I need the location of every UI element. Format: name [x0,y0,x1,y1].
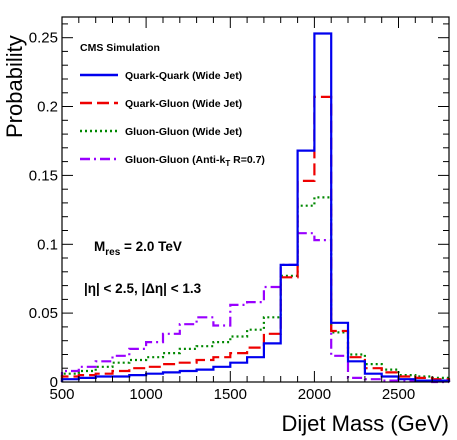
mres-rest: = 2.0 TeV [120,239,182,254]
legend-label-antikt-sub: T [225,159,230,168]
x-tick-label: 1000 [129,386,162,403]
y-tick-label: 0 [50,374,58,391]
series-gluon-gluon [60,196,451,382]
mres-annotation: Mres = 2.0 TeV [94,239,182,258]
series-quark-quark [60,32,451,382]
x-tick-label: 1500 [214,386,247,403]
legend-label-quark-gluon: Quark-Gluon (Wide Jet) [125,98,242,110]
legend-label-antikt-main: Gluon-Gluon (Anti-k [125,154,225,166]
x-tick-label: 500 [49,386,74,403]
y-tick-label: 0.05 [29,305,58,322]
cms-simulation-label: CMS Simulation [80,42,160,54]
legend: Quark-Quark (Wide Jet) Quark-Gluon (Wide… [80,70,265,168]
series-quark-gluon [60,95,451,382]
plot-frame [61,16,450,383]
x-tick-label: 2500 [382,386,415,403]
y-tick-label: 0.1 [37,236,58,253]
y-axis-title: Probability [2,35,27,138]
y-tick-label: 0.25 [29,30,58,47]
y-tick-label: 0.2 [37,99,58,116]
legend-label-gluon-gluon-antikt: Gluon-Gluon (Anti-kT R=0.7) [125,154,265,168]
tick-layer: 500 1000 1500 2000 2500 0 0.05 0.1 0.15 0.2 0.25 [29,17,450,403]
x-axis-title: Dijet Mass (GeV) [282,411,449,436]
legend-label-gluon-gluon: Gluon-Gluon (Wide Jet) [125,126,242,138]
eta-cut-annotation: |η| < 2.5, |Δη| < 1.3 [84,281,202,296]
mres-main: M [94,239,105,254]
y-tick-label: 0.15 [29,167,58,184]
x-tick-label: 2000 [298,386,331,403]
mres-sub: res [105,247,120,258]
legend-label-antikt-rest: R=0.7) [230,154,265,166]
legend-label-quark-quark: Quark-Quark (Wide Jet) [125,70,242,82]
